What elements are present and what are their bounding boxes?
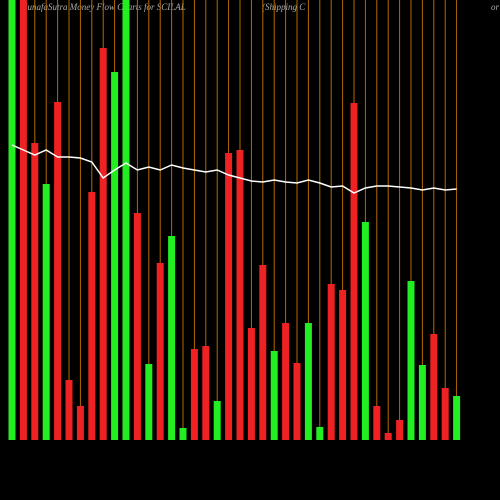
bar bbox=[111, 72, 119, 440]
bar bbox=[407, 281, 415, 440]
bar bbox=[430, 334, 438, 440]
bar bbox=[453, 396, 461, 440]
bar bbox=[156, 263, 164, 440]
bar bbox=[373, 406, 381, 440]
bar bbox=[282, 323, 290, 440]
bar bbox=[190, 349, 198, 440]
chart-subtitle: (Shipping C bbox=[262, 2, 306, 12]
bar bbox=[247, 328, 255, 440]
bar bbox=[122, 0, 130, 440]
bar bbox=[304, 323, 312, 440]
chart-subtitle-tail: or bbox=[491, 2, 500, 12]
flow-line bbox=[11, 144, 457, 194]
bar bbox=[54, 102, 62, 440]
bar bbox=[293, 363, 301, 440]
chart-title: MunafaSutra Money Flow Charts for SCILAL bbox=[19, 2, 186, 12]
bar bbox=[316, 427, 324, 440]
bar bbox=[65, 380, 73, 440]
bar bbox=[88, 192, 96, 440]
bar bbox=[259, 265, 267, 440]
bar bbox=[327, 284, 335, 440]
bar bbox=[339, 290, 347, 440]
bar bbox=[441, 388, 449, 440]
bar bbox=[31, 143, 39, 440]
bar bbox=[8, 0, 16, 440]
bar bbox=[179, 428, 187, 440]
bar bbox=[168, 236, 176, 440]
bar bbox=[270, 351, 278, 440]
bar bbox=[350, 103, 358, 440]
bar bbox=[213, 401, 221, 440]
bar bbox=[225, 153, 233, 440]
bar bbox=[236, 150, 244, 440]
bar bbox=[145, 364, 153, 440]
bar bbox=[19, 0, 27, 440]
bar bbox=[384, 433, 392, 440]
bar bbox=[133, 213, 141, 440]
bar bbox=[396, 420, 404, 440]
bar bbox=[202, 346, 210, 440]
bar bbox=[76, 406, 84, 440]
bar bbox=[42, 184, 50, 440]
bar bbox=[361, 222, 369, 440]
bar bbox=[418, 365, 426, 440]
bar bbox=[99, 48, 107, 440]
